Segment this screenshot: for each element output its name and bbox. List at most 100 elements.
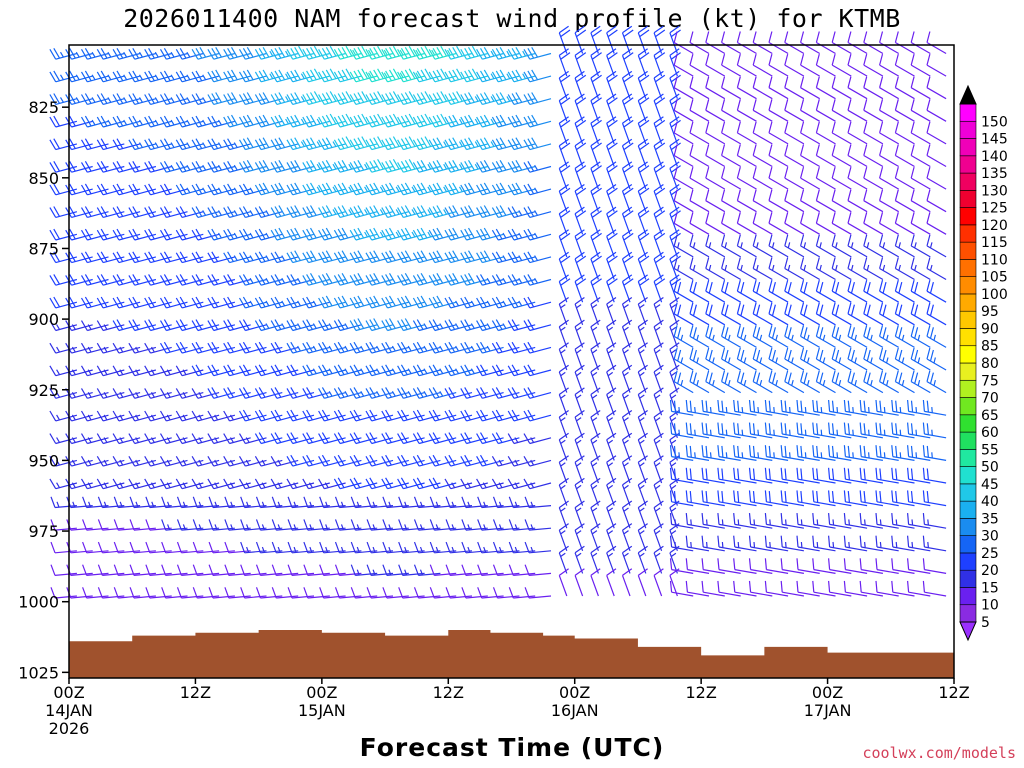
wind-barb xyxy=(50,587,77,599)
colorbar-label: 30 xyxy=(981,529,999,545)
wind-barb xyxy=(523,274,552,286)
wind-barb xyxy=(159,138,188,151)
surface-terrain xyxy=(69,629,954,678)
wind-barb xyxy=(176,587,204,599)
wind-barb xyxy=(350,541,378,554)
wind-barb xyxy=(831,302,852,326)
wind-barb xyxy=(637,410,648,439)
wind-barb xyxy=(926,189,947,213)
wind-barb xyxy=(764,580,789,597)
wind-barb xyxy=(271,519,299,531)
wind-barb xyxy=(922,490,947,507)
wind-barb xyxy=(208,496,235,509)
wind-barb xyxy=(254,92,283,105)
wind-barb xyxy=(270,251,299,264)
wind-barb xyxy=(366,519,394,531)
colorbar-label: 65 xyxy=(981,408,999,424)
colorbar-segment xyxy=(959,604,977,623)
wind-barb xyxy=(875,513,899,529)
wind-barb xyxy=(334,564,362,576)
wind-barb xyxy=(574,477,585,506)
wind-barb xyxy=(673,166,694,190)
wind-barb xyxy=(669,161,681,190)
wind-barb xyxy=(831,234,852,258)
wind-barb xyxy=(784,144,805,168)
wind-barb xyxy=(669,467,694,484)
wind-barb xyxy=(574,70,587,99)
wind-barb xyxy=(349,273,378,286)
wind-barb xyxy=(491,69,520,83)
wind-barb xyxy=(875,445,899,461)
colorbar-segment xyxy=(959,103,977,122)
wind-barb xyxy=(397,91,425,105)
wind-barb xyxy=(224,587,251,599)
wind-barb xyxy=(847,189,868,213)
wind-barb xyxy=(476,319,504,332)
wind-barb xyxy=(397,318,425,332)
wind-barb xyxy=(717,422,741,439)
wind-barb xyxy=(286,114,315,128)
wind-barb xyxy=(113,587,141,599)
wind-barb xyxy=(191,161,220,173)
wind-barb xyxy=(159,47,188,60)
wind-barb xyxy=(207,69,236,83)
wind-barb xyxy=(621,70,634,99)
wind-barb xyxy=(847,234,868,258)
wind-barb xyxy=(922,535,947,552)
wind-barb xyxy=(176,564,204,576)
wind-barb xyxy=(606,568,617,597)
colorbar-label: 35 xyxy=(981,511,999,527)
wind-barb xyxy=(653,477,664,506)
y-tick-label: 925 xyxy=(28,381,59,400)
wind-barb xyxy=(653,161,666,190)
colorbar-segment xyxy=(959,345,977,364)
wind-barb xyxy=(397,341,425,354)
wind-barb xyxy=(701,467,725,484)
wind-barb xyxy=(523,387,552,399)
wind-barb xyxy=(733,399,757,416)
wind-barb xyxy=(191,70,220,83)
wind-barb xyxy=(721,189,741,213)
wind-barb xyxy=(606,274,618,303)
wind-barb xyxy=(926,121,947,145)
wind-barb xyxy=(590,342,601,371)
wind-barb xyxy=(859,513,884,529)
wind-barb xyxy=(97,564,125,576)
wind-barb xyxy=(302,159,330,173)
wind-barb xyxy=(847,302,868,326)
wind-barb xyxy=(780,513,805,529)
wind-barb xyxy=(721,257,741,281)
wind-barb xyxy=(319,587,346,599)
wind-barb xyxy=(365,91,394,105)
wind-barb xyxy=(736,234,757,258)
wind-barb xyxy=(460,205,488,218)
wind-barb xyxy=(558,500,569,529)
wind-barb xyxy=(910,76,931,100)
wind-barb xyxy=(891,422,915,439)
wind-barb xyxy=(349,182,378,196)
wind-barb xyxy=(653,568,664,597)
wind-barb xyxy=(175,161,204,173)
wind-barb xyxy=(128,47,157,60)
wind-barb xyxy=(590,48,602,77)
y-tick-label: 950 xyxy=(28,451,59,470)
wind-barb xyxy=(492,519,520,531)
wind-barb xyxy=(240,496,267,509)
wind-barb xyxy=(717,535,741,552)
wind-barb xyxy=(907,445,931,461)
wind-barb xyxy=(796,490,820,507)
wind-barb xyxy=(815,121,836,145)
wind-barb xyxy=(828,580,852,597)
wind-barb xyxy=(255,541,283,554)
plot-frame xyxy=(69,45,954,678)
wind-barb xyxy=(590,274,602,303)
wind-barb xyxy=(689,370,710,394)
wind-barb xyxy=(191,93,220,105)
wind-barb xyxy=(96,70,125,83)
credit-link[interactable]: coolwx.com/models xyxy=(862,744,1016,762)
wind-barb xyxy=(800,347,820,371)
wind-barb xyxy=(780,445,805,461)
wind-barb xyxy=(558,342,569,371)
wind-barb xyxy=(270,205,299,218)
wind-barb xyxy=(879,189,899,213)
